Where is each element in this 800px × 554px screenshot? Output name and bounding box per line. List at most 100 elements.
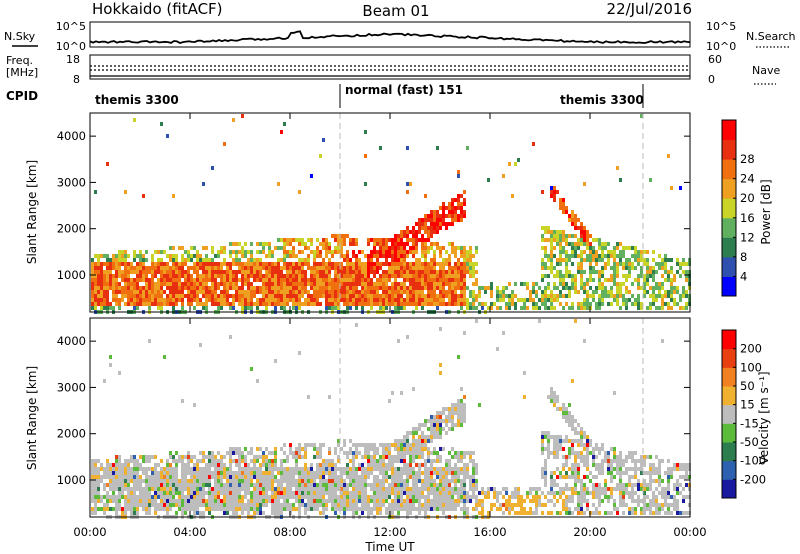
heatmap-cell <box>595 306 598 310</box>
heatmap-cell <box>430 427 433 431</box>
heatmap-cell <box>439 491 442 495</box>
heatmap-cell <box>310 242 313 246</box>
heatmap-cell <box>397 242 400 246</box>
heatmap-cell <box>352 459 355 463</box>
heatmap-cell <box>409 495 412 499</box>
heatmap-cell <box>295 491 298 495</box>
heatmap-cell <box>421 495 424 499</box>
heatmap-cell <box>544 495 547 499</box>
heatmap-cell <box>577 455 580 459</box>
heatmap-cell <box>565 415 568 419</box>
heatmap-cell <box>430 274 433 278</box>
heatmap-cell <box>232 298 235 302</box>
heatmap-cell <box>280 487 283 491</box>
heatmap-cell <box>463 503 466 507</box>
heatmap-cell <box>172 487 175 491</box>
heatmap-cell <box>463 302 466 306</box>
heatmap-cell <box>226 274 229 278</box>
heatmap-cell <box>670 258 673 262</box>
heatmap-cell <box>133 278 136 282</box>
heatmap-cell <box>166 495 169 499</box>
heatmap-cell <box>268 242 271 246</box>
heatmap-cell <box>475 487 478 491</box>
heatmap-cell <box>367 258 370 262</box>
heatmap-cell <box>304 290 307 294</box>
heatmap-cell <box>445 491 448 495</box>
heatmap-cell <box>550 294 553 298</box>
heatmap-cell <box>202 286 205 290</box>
heatmap-cell <box>343 294 346 298</box>
heatmap-cell <box>235 298 238 302</box>
heatmap-cell <box>583 250 586 254</box>
heatmap-cell <box>298 451 301 455</box>
heatmap-cell <box>679 298 682 302</box>
heatmap-cell <box>424 435 427 439</box>
heatmap-cell <box>334 499 337 503</box>
heatmap-cell <box>439 411 442 415</box>
heatmap-cell <box>106 258 109 262</box>
heatmap-cell <box>346 451 349 455</box>
heatmap-cell <box>622 302 625 306</box>
heatmap-cell <box>592 447 595 451</box>
heatmap-cell <box>181 270 184 274</box>
heatmap-cell <box>415 286 418 290</box>
heatmap-cell <box>220 250 223 254</box>
heatmap-cell <box>607 258 610 262</box>
heatmap-cell <box>418 294 421 298</box>
heatmap-cell <box>193 403 196 407</box>
heatmap-cell <box>529 511 532 515</box>
heatmap-cell <box>475 278 478 282</box>
heatmap-cell <box>292 266 295 270</box>
heatmap-cell <box>367 298 370 302</box>
heatmap-cell <box>349 479 352 483</box>
heatmap-cell <box>331 463 334 467</box>
heatmap-cell <box>205 282 208 286</box>
heatmap-cell <box>331 483 334 487</box>
heatmap-cell <box>214 294 217 298</box>
heatmap-cell <box>442 282 445 286</box>
heatmap-cell <box>175 254 178 258</box>
heatmap-cell <box>334 483 337 487</box>
heatmap-cell <box>598 282 601 286</box>
heatmap-cell <box>217 282 220 286</box>
heatmap-cell <box>598 254 601 258</box>
heatmap-cell <box>316 246 319 250</box>
heatmap-cell <box>322 242 325 246</box>
heatmap-cell <box>163 467 166 471</box>
heatmap-cell <box>418 447 421 451</box>
heatmap-cell <box>256 286 259 290</box>
heatmap-cell <box>568 511 571 515</box>
heatmap-cell <box>397 290 400 294</box>
heatmap-cell <box>418 427 421 431</box>
heatmap-cell <box>247 282 250 286</box>
heatmap-cell <box>274 459 277 463</box>
heatmap-cell <box>556 230 559 234</box>
heatmap-cell <box>538 499 541 503</box>
heatmap-cell <box>439 214 442 218</box>
heatmap-cell <box>232 274 235 278</box>
heatmap-cell <box>388 298 391 302</box>
heatmap-cell <box>154 270 157 274</box>
heatmap-cell <box>235 475 238 479</box>
heatmap-cell <box>562 475 565 479</box>
heatmap-cell <box>292 479 295 483</box>
heatmap-cell <box>301 302 304 306</box>
heatmap-cell <box>433 487 436 491</box>
heatmap-cell <box>475 495 478 499</box>
heatmap-cell <box>664 270 667 274</box>
heatmap-cell <box>268 266 271 270</box>
heatmap-cell <box>139 258 142 262</box>
heatmap-cell <box>154 294 157 298</box>
heatmap-cell <box>115 278 118 282</box>
heatmap-cell <box>556 483 559 487</box>
heatmap-cell <box>577 302 580 306</box>
heatmap-cell <box>199 483 202 487</box>
heatmap-cell <box>244 459 247 463</box>
heatmap-cell <box>451 242 454 246</box>
heatmap-cell <box>304 455 307 459</box>
heatmap-cell <box>667 270 670 274</box>
heatmap-cell <box>262 495 265 499</box>
heatmap-cell <box>142 491 145 495</box>
heatmap-cell <box>415 443 418 447</box>
heatmap-cell <box>319 274 322 278</box>
